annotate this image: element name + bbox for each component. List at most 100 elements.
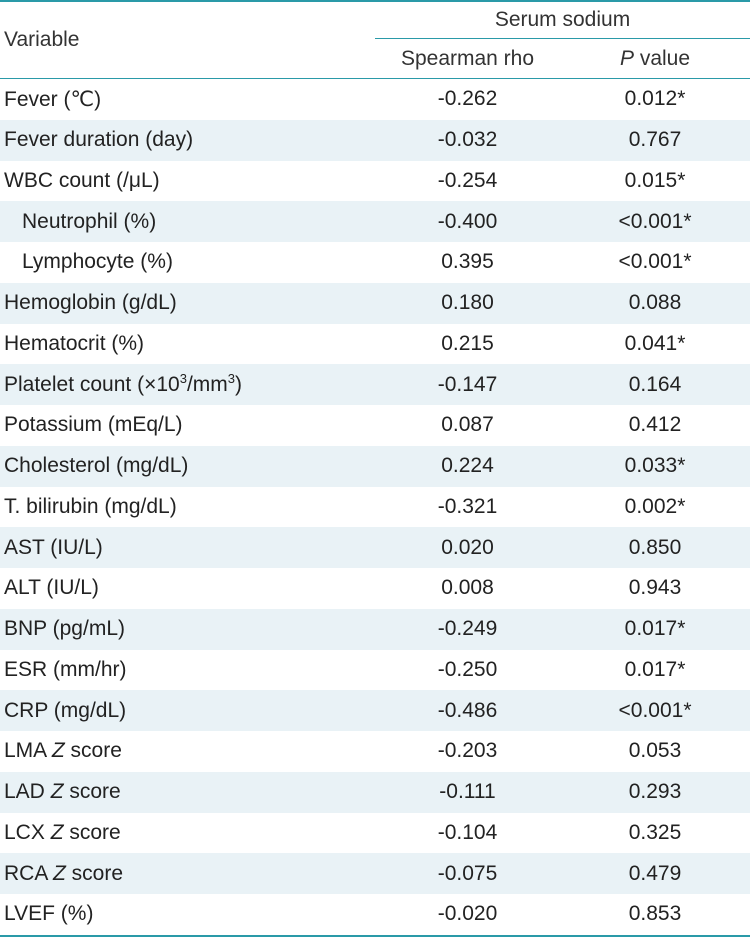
row-variable-pre: LAD <box>4 780 51 804</box>
table-row: Lymphocyte (%) 0.395 <0.001* <box>0 242 750 283</box>
row-variable-post: score <box>64 739 122 763</box>
row-p: 0.943 <box>560 568 750 609</box>
row-variable: Fever (℃) <box>0 78 375 120</box>
row-variable: Potassium (mEq/L) <box>0 405 375 446</box>
table-body: Fever (℃) -0.262 0.012* Fever duration (… <box>0 78 750 935</box>
table-row: Hematocrit (%) 0.215 0.041* <box>0 323 750 365</box>
row-rho: -0.254 <box>375 160 560 202</box>
row-p: <0.001* <box>560 201 750 242</box>
row-variable-post: score <box>63 820 121 844</box>
table-row: BNP (pg/mL) -0.249 0.017* <box>0 608 750 650</box>
row-rho: 0.395 <box>375 242 560 283</box>
table-row: Platelet count (×103/mm3) -0.147 0.164 <box>0 364 750 405</box>
row-p: 0.164 <box>560 364 750 405</box>
row-variable-sup1: 3 <box>179 370 187 386</box>
row-p: 0.767 <box>560 119 750 161</box>
row-variable-italic: Z <box>50 780 64 804</box>
table-row: LMA Z score -0.203 0.053 <box>0 731 750 772</box>
row-rho: 0.224 <box>375 445 560 487</box>
row-variable-pre: Platelet count (×10 <box>4 372 180 396</box>
table-row: RCA Z score -0.075 0.479 <box>0 853 750 894</box>
row-p: 0.053 <box>560 731 750 772</box>
row-variable-post: score <box>65 861 124 885</box>
row-rho: -0.020 <box>375 894 560 935</box>
row-variable: Lymphocyte (%) <box>0 242 375 283</box>
row-variable: Platelet count (×103/mm3) <box>0 364 375 405</box>
row-rho: -0.147 <box>375 364 560 405</box>
table-row: Cholesterol (mg/dL) 0.224 0.033* <box>0 445 750 487</box>
row-variable-sup2: 3 <box>227 370 235 386</box>
row-p: <0.001* <box>560 690 750 731</box>
row-rho: -0.203 <box>375 731 560 772</box>
row-p: 0.325 <box>560 812 750 854</box>
row-variable: CRP (mg/dL) <box>0 690 375 731</box>
row-variable: BNP (pg/mL) <box>0 608 375 650</box>
table-row: CRP (mg/dL) -0.486 <0.001* <box>0 690 750 731</box>
row-p: 0.015* <box>560 160 750 202</box>
row-rho: 0.180 <box>375 282 560 324</box>
row-rho: -0.032 <box>375 119 560 161</box>
row-rho: -0.075 <box>375 853 560 894</box>
row-p: 0.850 <box>560 527 750 568</box>
table-row: LVEF (%) -0.020 0.853 <box>0 894 750 935</box>
table-row: Hemoglobin (g/dL) 0.180 0.088 <box>0 282 750 324</box>
table-row: WBC count (/μL) -0.254 0.015* <box>0 160 750 202</box>
row-variable: Neutrophil (%) <box>0 201 375 242</box>
header-p-rest: value <box>633 46 691 70</box>
row-variable-post: score <box>63 780 121 804</box>
row-rho: 0.087 <box>375 405 560 446</box>
row-rho: -0.104 <box>375 812 560 854</box>
row-rho: 0.020 <box>375 527 560 568</box>
table-row: T. bilirubin (mg/dL) -0.321 0.002* <box>0 486 750 528</box>
row-rho: -0.400 <box>375 201 560 242</box>
table-row: Potassium (mEq/L) 0.087 0.412 <box>0 405 750 446</box>
row-rho: -0.249 <box>375 608 560 650</box>
row-rho: -0.111 <box>375 771 560 813</box>
table-row: ALT (IU/L) 0.008 0.943 <box>0 568 750 609</box>
row-p: 0.088 <box>560 282 750 324</box>
table-row: Fever duration (day) -0.032 0.767 <box>0 119 750 161</box>
table-row: ESR (mm/hr) -0.250 0.017* <box>0 649 750 691</box>
row-variable: LVEF (%) <box>0 894 375 935</box>
row-variable-italic: Z <box>50 820 64 844</box>
row-rho: -0.486 <box>375 690 560 731</box>
row-p: 0.012* <box>560 78 750 120</box>
row-p: 0.033* <box>560 445 750 487</box>
row-p: 0.853 <box>560 894 750 935</box>
header-serum-sodium: Serum sodium <box>375 2 750 39</box>
row-variable: ALT (IU/L) <box>0 568 375 609</box>
row-variable-pre: LMA <box>4 739 52 763</box>
row-p: 0.017* <box>560 649 750 691</box>
row-rho: -0.321 <box>375 486 560 528</box>
table-row: Fever (℃) -0.262 0.012* <box>0 78 750 120</box>
row-variable: Hemoglobin (g/dL) <box>0 282 375 324</box>
table-row: Neutrophil (%) -0.400 <0.001* <box>0 201 750 242</box>
row-variable: LCX Z score <box>0 812 375 854</box>
row-p: 0.017* <box>560 608 750 650</box>
row-variable: WBC count (/μL) <box>0 160 375 202</box>
row-variable: LMA Z score <box>0 731 375 772</box>
row-variable: AST (IU/L) <box>0 527 375 568</box>
row-variable-italic: Z <box>51 739 65 763</box>
row-rho: 0.008 <box>375 568 560 609</box>
row-variable-italic: Z <box>53 861 66 885</box>
table-row: AST (IU/L) 0.020 0.850 <box>0 527 750 568</box>
row-variable-post: ) <box>235 372 242 396</box>
header-p-value: P value <box>560 38 750 79</box>
row-p: 0.002* <box>560 486 750 528</box>
row-p: 0.412 <box>560 405 750 446</box>
row-variable-pre: LCX <box>4 820 51 844</box>
row-rho: 0.215 <box>375 323 560 365</box>
row-p: 0.293 <box>560 771 750 813</box>
row-p: 0.479 <box>560 853 750 894</box>
row-rho: -0.250 <box>375 649 560 691</box>
row-variable: RCA Z score <box>0 853 375 894</box>
row-rho: -0.262 <box>375 78 560 120</box>
header-spearman-rho: Spearman rho <box>375 38 560 79</box>
row-p: 0.041* <box>560 323 750 365</box>
header-p-italic: P <box>619 46 634 70</box>
row-p: <0.001* <box>560 242 750 283</box>
row-variable: Hematocrit (%) <box>0 323 375 365</box>
